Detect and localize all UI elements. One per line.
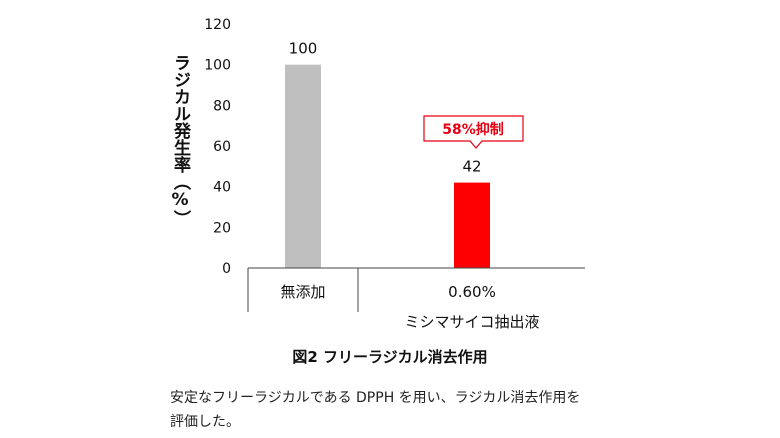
category-label-0: 無添加 <box>280 283 325 301</box>
y-tick-labels: 0 20 40 60 80 100 120 <box>204 17 231 277</box>
callout-text: 58%抑制 <box>442 121 504 138</box>
data-label-0: 100 <box>289 40 318 58</box>
y-axis-label: ラジカル発生率（%） <box>170 54 190 227</box>
y-tick-label: 40 <box>213 180 231 196</box>
category-sublabel-1: ミシマサイコ抽出液 <box>404 313 539 331</box>
bars <box>285 64 490 269</box>
figure-description: 安定なフリーラジカルである DPPH を用い、ラジカル消去作用を評価した。 <box>170 390 581 430</box>
category-labels: 無添加 0.60% ミシマサイコ抽出液 <box>280 283 539 331</box>
y-tick-label: 0 <box>222 261 231 277</box>
y-tick-label: 60 <box>213 139 231 155</box>
data-label-1: 42 <box>462 158 481 176</box>
y-tick-label: 80 <box>213 98 231 114</box>
y-tick-label: 120 <box>204 17 231 33</box>
category-label-1: 0.60% <box>448 283 496 301</box>
bar-0 <box>285 64 321 269</box>
annotation-callout: 58%抑制 <box>423 115 524 149</box>
data-labels: 100 42 <box>289 40 482 176</box>
callout-box <box>423 115 524 149</box>
y-tick-label: 20 <box>213 220 231 236</box>
bar-chart: 0 20 40 60 80 100 120 100 42 58%抑制 無添加 0.60% ミシマサ… <box>204 17 585 331</box>
figure-caption: 図2 フリーラジカル消去作用 <box>292 348 488 366</box>
bar-1 <box>454 182 490 268</box>
y-tick-label: 100 <box>204 58 231 74</box>
